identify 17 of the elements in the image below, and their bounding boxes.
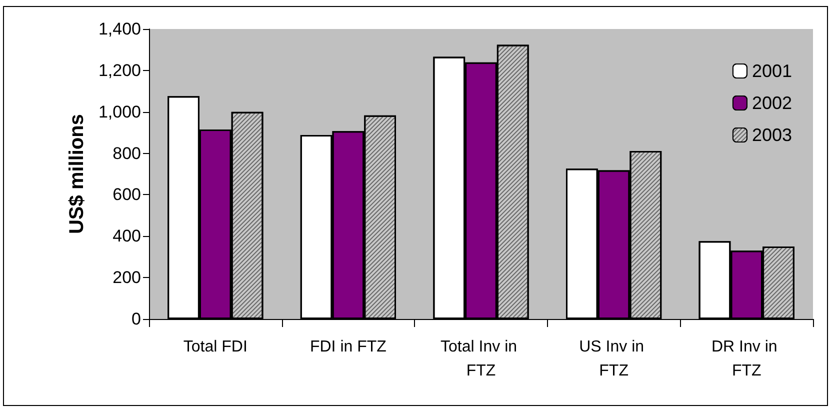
y-tick-label: 400 (112, 226, 141, 246)
y-tick-label: 600 (112, 185, 141, 204)
y-tick-label: 1,000 (98, 102, 141, 122)
legend-label: 2003 (752, 125, 792, 145)
y-tick-label: 200 (112, 268, 141, 288)
y-tick-label: 1,400 (98, 20, 141, 38)
x-tick-label: Total Inv in FTZ (440, 338, 522, 380)
y-tick-label: 0 (132, 310, 141, 328)
legend-label: 2001 (752, 61, 792, 81)
x-tick-label: FDI in FTZ (310, 338, 387, 356)
legend-label: 2002 (752, 93, 792, 113)
x-tick-label: DR Inv in FTZ (711, 338, 782, 380)
x-tick-label: US Inv in FTZ (579, 338, 648, 380)
y-tick-label: 1,200 (98, 60, 141, 80)
y-tick-label: 800 (112, 144, 141, 163)
y-axis-title: US$ millions (66, 114, 88, 234)
x-tick-label: Total FDI (183, 338, 248, 356)
